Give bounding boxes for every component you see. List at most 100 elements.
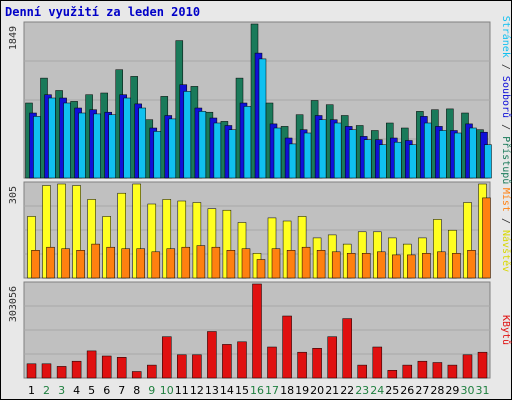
chart-title: Denní využití za leden 2010 — [5, 5, 201, 19]
x-tick-label-day-2: 2 — [43, 384, 50, 397]
bar-bottom-kbytů-day-9 — [147, 364, 157, 379]
bar-top-stránek-day-23 — [363, 139, 372, 179]
bar-middle-míst-day-4 — [76, 250, 85, 279]
bar-middle-míst-day-17 — [271, 248, 281, 279]
series-label-part: KBytů — [500, 315, 512, 345]
bar-top-stránek-day-13 — [213, 122, 222, 179]
bar-bottom-kbytů-day-18 — [282, 315, 292, 379]
bar-bottom-kbytů-day-20 — [312, 348, 322, 379]
bar-top-stránek-day-24 — [379, 144, 387, 179]
bar-bottom-kbytů-day-15 — [237, 341, 247, 379]
bar-top-stránek-day-3 — [63, 102, 71, 179]
bar-middle-míst-day-15 — [241, 248, 251, 279]
series-label-part: / — [500, 58, 511, 76]
x-tick-label-day-22: 22 — [340, 384, 354, 397]
series-label-part: Přístupů — [500, 136, 512, 184]
bar-middle-míst-day-28 — [437, 251, 446, 279]
x-tick-label-day-29: 29 — [445, 384, 459, 397]
x-tick-label-day-26: 26 — [400, 384, 414, 397]
bar-top-stránek-day-16 — [258, 58, 267, 179]
bar-middle-míst-day-14 — [226, 250, 236, 279]
bar-top-stránek-day-20 — [318, 119, 327, 179]
bar-top-stránek-day-4 — [78, 112, 86, 179]
series-label-part: / — [500, 118, 511, 136]
x-tick-label-day-5: 5 — [88, 384, 95, 397]
bar-bottom-kbytů-day-1 — [26, 363, 37, 379]
bar-middle-míst-day-20 — [316, 250, 326, 279]
x-tick-label-day-23: 23 — [355, 384, 369, 397]
bar-middle-míst-day-22 — [346, 253, 356, 279]
bar-middle-míst-day-12 — [196, 245, 206, 279]
x-tick-label-day-11: 11 — [175, 384, 189, 397]
bar-bottom-kbytů-day-16 — [252, 283, 262, 379]
series-label-part: Souborů — [500, 76, 512, 118]
bar-bottom-kbytů-day-8 — [131, 371, 142, 379]
bar-middle-míst-day-31 — [482, 197, 491, 279]
x-tick-label-day-14: 14 — [220, 384, 234, 397]
bar-middle-míst-day-18 — [286, 250, 296, 279]
bar-bottom-kbytů-day-21 — [327, 336, 337, 379]
series-label-part: Míst — [500, 188, 512, 212]
bar-bottom-kbytů-day-14 — [222, 344, 232, 379]
series-label-part: Návštěv — [500, 230, 512, 272]
bar-top-stránek-day-10 — [168, 118, 177, 179]
bar-top-stránek-day-28 — [439, 130, 447, 179]
x-tick-label-day-18: 18 — [280, 384, 294, 397]
x-tick-label-day-1: 1 — [28, 384, 35, 397]
x-tick-label-day-28: 28 — [430, 384, 444, 397]
bar-middle-míst-day-27 — [422, 253, 431, 279]
x-tick-label-day-31: 31 — [476, 384, 490, 397]
bar-middle-míst-day-29 — [452, 253, 461, 279]
bar-middle-míst-day-8 — [136, 248, 145, 279]
bar-middle-míst-day-23 — [361, 253, 371, 279]
x-tick-label-day-27: 27 — [415, 384, 429, 397]
bar-bottom-kbytů-day-29 — [447, 364, 458, 379]
bar-middle-míst-day-3 — [61, 248, 70, 279]
bar-top-stránek-day-22 — [348, 129, 357, 179]
bar-bottom-kbytů-day-10 — [162, 336, 172, 379]
bar-bottom-kbytů-day-5 — [86, 350, 97, 379]
bar-middle-míst-day-5 — [91, 243, 100, 279]
bar-middle-míst-day-10 — [166, 248, 176, 279]
bar-middle-míst-day-1 — [31, 250, 40, 279]
bar-top-stránek-day-1 — [33, 116, 41, 179]
bar-top-stránek-day-25 — [394, 141, 402, 179]
bar-middle-míst-day-16 — [256, 259, 266, 279]
panel-top-max-label: 1849 — [8, 26, 19, 50]
bar-bottom-kbytů-day-28 — [432, 362, 443, 379]
bar-bottom-kbytů-day-6 — [101, 355, 112, 379]
panel-middle-series-label: Míst / Návštěv — [500, 188, 512, 272]
bar-middle-míst-day-21 — [331, 251, 341, 279]
bar-bottom-kbytů-day-12 — [192, 354, 202, 379]
x-tick-label-day-10: 10 — [160, 384, 174, 397]
bar-top-stránek-day-12 — [198, 111, 207, 179]
bar-middle-míst-day-30 — [467, 250, 476, 279]
series-label-part: / — [500, 212, 511, 230]
bar-middle-míst-day-25 — [392, 254, 401, 279]
bar-bottom-kbytů-day-7 — [116, 357, 127, 379]
bar-bottom-kbytů-day-31 — [477, 351, 488, 379]
bar-top-stránek-day-8 — [138, 107, 146, 179]
panel-bottom-series-label: KBytů — [500, 315, 512, 345]
x-tick-label-day-6: 6 — [103, 384, 110, 397]
x-tick-label-day-17: 17 — [265, 384, 279, 397]
bar-top-stránek-day-9 — [153, 131, 162, 179]
bar-bottom-kbytů-day-3 — [56, 366, 67, 379]
x-tick-label-day-21: 21 — [325, 384, 339, 397]
bar-top-stránek-day-21 — [333, 122, 342, 179]
x-tick-label-day-8: 8 — [133, 384, 140, 397]
bar-bottom-kbytů-day-25 — [387, 370, 398, 379]
bar-top-stránek-day-19 — [303, 132, 312, 179]
bar-bottom-kbytů-day-17 — [267, 346, 277, 379]
x-tick-label-day-4: 4 — [73, 384, 80, 397]
bar-top-stránek-day-5 — [93, 113, 101, 179]
bar-bottom-kbytů-day-30 — [462, 354, 473, 379]
bar-middle-míst-day-26 — [407, 254, 416, 279]
bar-top-stránek-day-27 — [424, 122, 432, 179]
bar-bottom-kbytů-day-24 — [372, 346, 383, 379]
bar-top-stránek-day-17 — [273, 127, 282, 179]
bar-top-stránek-day-11 — [183, 91, 192, 179]
x-tick-label-day-24: 24 — [370, 384, 384, 397]
x-tick-label-day-19: 19 — [295, 384, 309, 397]
